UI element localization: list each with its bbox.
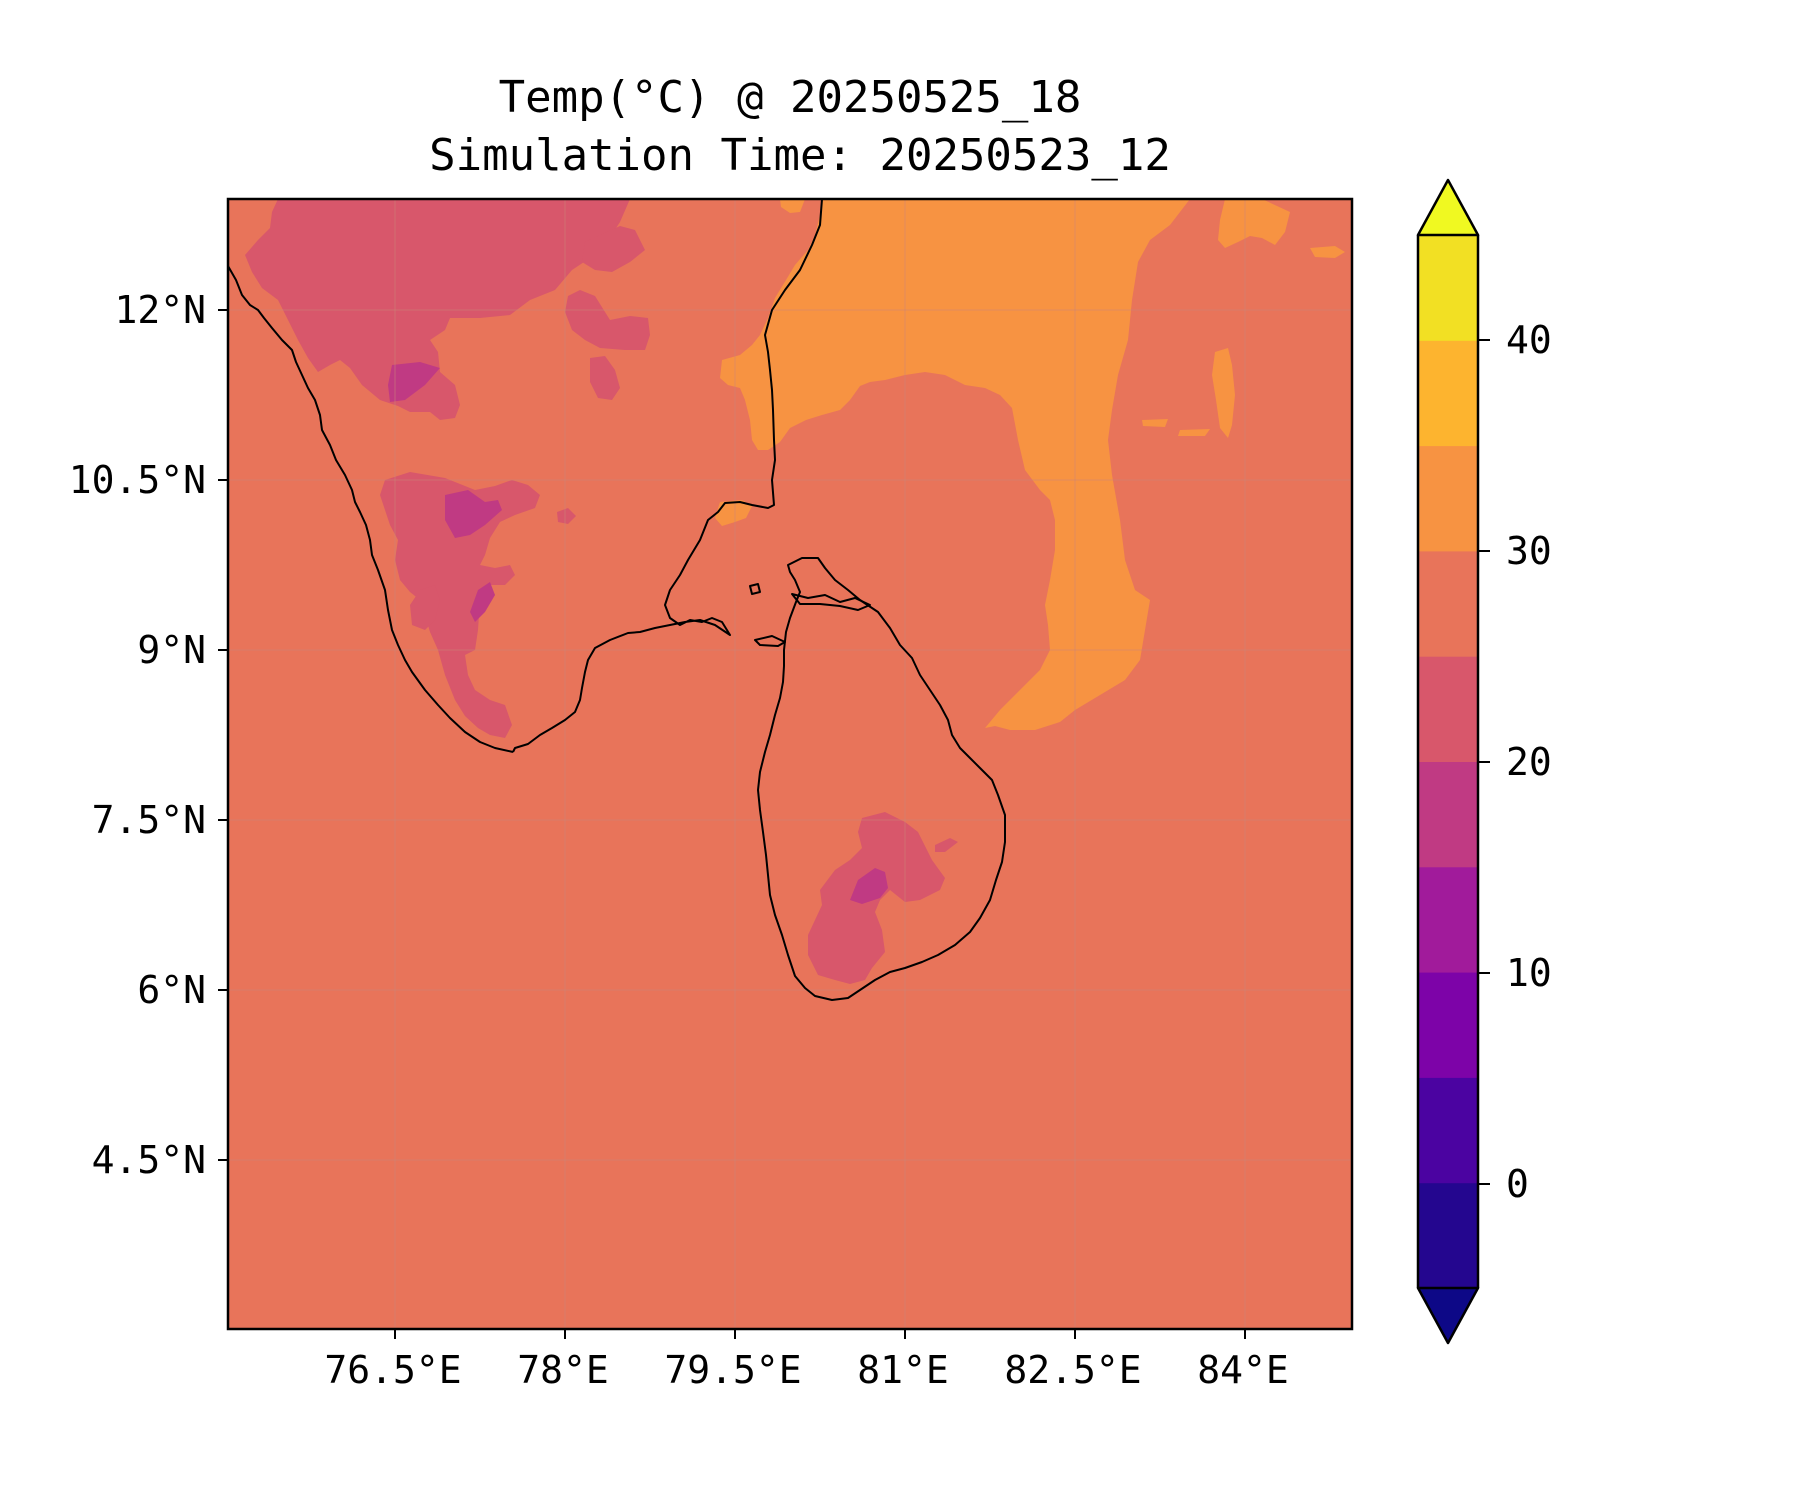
jaffna-lagoon [791,593,871,611]
y-tick-label: 10.5°N [69,458,206,502]
colorbar-band [1418,866,1478,973]
contour-30-35-northeast [1310,246,1345,258]
x-tick-label: 81°E [857,1348,949,1392]
contour-20-25-b [565,290,650,350]
contour-20-25-north [245,199,630,420]
title-line-2: Simulation Time: 20250523_12 [429,130,1171,181]
contour-30-35-strait [715,500,752,526]
x-tick-label: 76.5°E [324,1348,461,1392]
colorbar-band [1418,972,1478,1078]
contour-30-35-small-1 [1142,419,1168,427]
contour-20-25-south [380,472,540,738]
contour-30-35-mid [1212,348,1235,438]
colorbar-band [1418,1077,1478,1184]
contour-15-20-c [470,582,495,622]
colorbar-band [1418,550,1478,657]
y-tick-label: 4.5°N [92,1138,206,1182]
palk-bay-island [749,583,761,595]
colorbar-band [1418,235,1478,341]
y-axis: 12°N 10.5°N 9°N 7.5°N 6°N 4.5°N [69,288,228,1182]
colorbar-band [1418,761,1478,868]
colorbar-band [1418,340,1478,447]
contour-20-25-a [582,226,645,272]
contour-15-20-a [388,362,440,402]
colorbar-over-triangle [1416,178,1480,237]
y-tick-label: 9°N [137,628,206,672]
sri-lanka-coast [757,557,1006,1001]
contour-30-35-bay [720,199,1190,730]
india-east-coast [512,199,823,753]
x-tick-label: 79.5°E [664,1348,801,1392]
colorbar-band [1418,445,1478,552]
colorbar-band [1418,1182,1478,1289]
map-frame [226,197,1354,1331]
india-west-coast [228,265,514,753]
y-tick-label: 12°N [114,288,206,332]
x-tick-label: 84°E [1197,1348,1289,1392]
title-line-1: Temp(°C) @ 20250525_18 [499,72,1082,123]
colorbar-under-triangle [1416,1286,1480,1345]
x-tick-label: 82.5°E [1004,1348,1141,1392]
contour-20-25-c [590,356,620,400]
contour-30-35-small-2 [1178,429,1210,436]
contour-20-25-srilanka-b [935,838,958,852]
colorbar-ticks [1478,339,1490,1185]
map-panel [228,199,1352,1329]
contour-30-35-top [780,199,805,213]
x-axis: 76.5°E 78°E 79.5°E 81°E 82.5°E 84°E [324,1329,1289,1392]
contour-15-20-b [445,490,502,538]
contour-30-35-north [1218,199,1290,248]
colorbar-tick-label: 10 [1506,951,1552,995]
colorbar: 0 10 20 30 40 [1416,178,1552,1345]
contour-20-25-d [410,585,440,630]
graticule [228,199,1352,1329]
contour-15-20-srilanka [850,868,888,904]
contour-20-25-e [557,508,576,524]
mannar-island [754,635,786,647]
colorbar-tick-label: 20 [1506,740,1552,784]
y-tick-label: 7.5°N [92,798,206,842]
colorbar-tick-label: 30 [1506,529,1552,573]
colorbar-tick-label: 0 [1506,1162,1529,1206]
colorbar-bands [1418,235,1478,1289]
colorbar-band [1418,656,1478,762]
colorbar-tick-label: 40 [1506,318,1552,362]
coastlines [228,199,1006,1001]
x-tick-label: 78°E [517,1348,609,1392]
y-tick-label: 6°N [137,968,206,1012]
